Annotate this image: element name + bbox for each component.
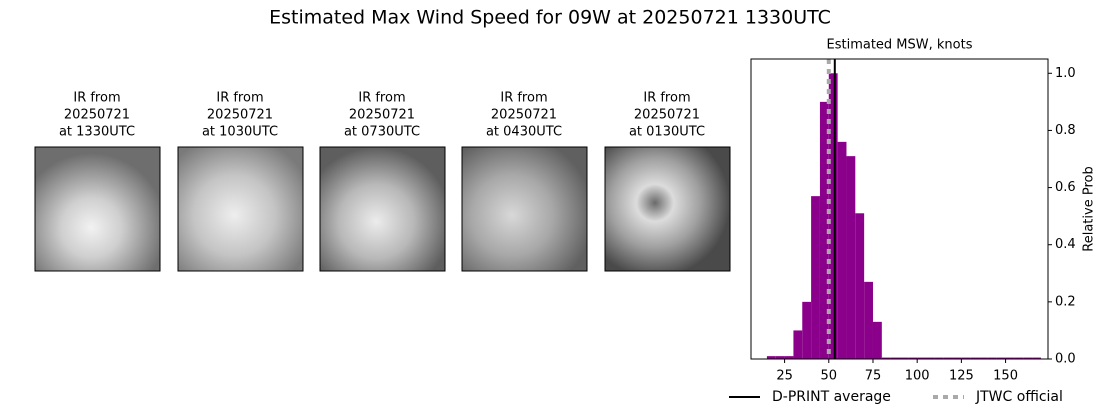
panel-label: IR from (216, 91, 263, 106)
bar (908, 357, 918, 359)
bar (846, 156, 856, 359)
panel-label: IR from (500, 91, 547, 106)
bar (881, 357, 891, 359)
y-tick-label: 0.8 (1055, 123, 1076, 138)
ir-image (177, 146, 304, 272)
bar (890, 357, 900, 359)
bar (855, 213, 865, 359)
panel-label: 20250721 (64, 108, 130, 123)
ir-image (461, 146, 588, 272)
bar (784, 356, 794, 359)
bar (1023, 357, 1033, 359)
panel-label: at 1030UTC (202, 125, 278, 140)
bar (970, 357, 980, 359)
bar (775, 356, 785, 359)
y-tick-label: 0.4 (1055, 237, 1076, 252)
panel-label: 20250721 (349, 108, 415, 123)
bar (802, 301, 812, 359)
bar (819, 101, 829, 359)
bar (961, 357, 971, 359)
bar (943, 357, 953, 359)
panel-label: 20250721 (207, 108, 273, 123)
panel-label: at 1330UTC (59, 125, 135, 140)
bar (987, 357, 997, 359)
x-tick-label: 25 (776, 369, 793, 384)
ir-image (319, 146, 446, 272)
bar (872, 321, 882, 359)
panel-label: at 0730UTC (344, 125, 420, 140)
bar (766, 356, 776, 359)
figure-title: Estimated Max Wind Speed for 09W at 2025… (269, 7, 831, 29)
x-tick-label: 50 (821, 369, 838, 384)
panel-label: 20250721 (491, 108, 557, 123)
panel-label: IR from (358, 91, 405, 106)
x-tick-label: 125 (949, 369, 974, 384)
bar (1005, 357, 1015, 359)
legend-label: JTWC official (975, 389, 1063, 405)
panel-label: IR from (643, 91, 690, 106)
bar (934, 357, 944, 359)
bar (793, 330, 803, 359)
ir-image (34, 146, 161, 272)
bar (979, 357, 988, 359)
y-tick-label: 0.2 (1055, 294, 1076, 309)
bar (1032, 357, 1041, 359)
bar (837, 141, 847, 359)
ir-image (604, 146, 731, 272)
bar (864, 281, 873, 359)
x-tick-label: 100 (905, 369, 930, 384)
bar (811, 196, 820, 359)
y-axis-label: Relative Prob (1082, 166, 1097, 251)
panel-label: at 0430UTC (486, 125, 562, 140)
y-tick-label: 0.0 (1055, 352, 1076, 367)
ir-panels: IR from 20250721 at 1330UTC IR from 20250721… (34, 91, 731, 272)
bar (996, 357, 1006, 359)
bar (828, 73, 838, 360)
y-tick-label: 1.0 (1055, 66, 1076, 81)
bar (899, 357, 909, 359)
x-tick-label: 150 (993, 369, 1018, 384)
plot-frame (750, 58, 1049, 360)
panel-label: IR from (73, 91, 120, 106)
panel-label: at 0130UTC (629, 125, 705, 140)
bar (952, 357, 962, 359)
panel-label: 20250721 (634, 108, 700, 123)
histogram: Estimated MSW, knots D-PRINT average JTWC … (729, 38, 1097, 405)
legend-label: D-PRINT average (772, 389, 891, 405)
y-tick-label: 0.6 (1055, 180, 1076, 195)
bar (926, 357, 935, 359)
bar (1014, 357, 1024, 359)
chart-title: Estimated MSW, knots (827, 38, 973, 53)
x-tick-label: 75 (865, 369, 882, 384)
bar (917, 357, 927, 359)
